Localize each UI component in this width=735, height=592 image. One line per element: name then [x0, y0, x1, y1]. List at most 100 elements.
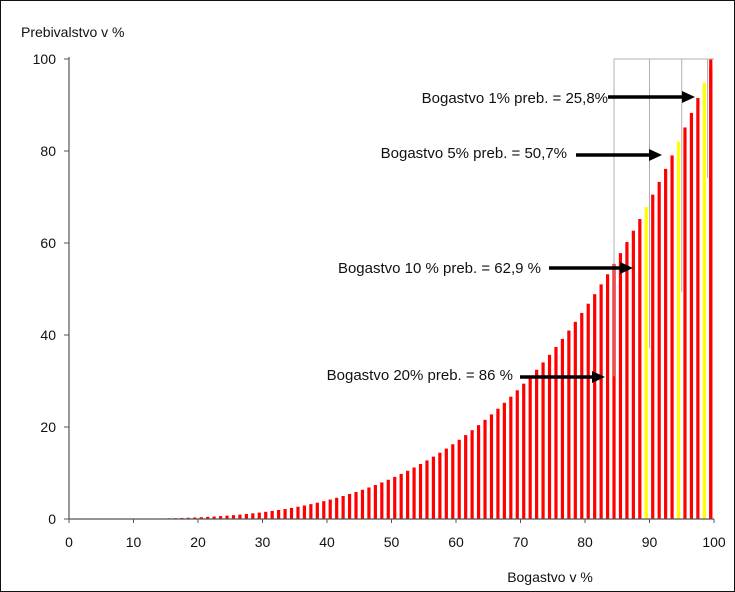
bar	[670, 155, 674, 519]
x-tick-label: 80	[577, 534, 593, 550]
bar	[257, 512, 261, 519]
bar	[638, 219, 642, 520]
y-axis-label: Prebivalstvo v %	[21, 24, 124, 40]
bar	[322, 501, 326, 519]
bar	[406, 470, 410, 519]
bar	[270, 510, 274, 519]
bar-series	[70, 59, 713, 520]
x-tick-label: 40	[319, 534, 335, 550]
y-tick-label: 0	[48, 511, 56, 527]
bar	[464, 435, 468, 519]
bar	[238, 514, 242, 519]
bar	[373, 485, 377, 519]
annotation-text: Bogastvo 20% preb. = 86 %	[327, 367, 513, 384]
y-tick-label: 20	[40, 419, 56, 435]
bar	[528, 376, 532, 519]
bar	[444, 448, 448, 519]
bar	[309, 504, 313, 519]
x-tick-label: 10	[126, 534, 142, 550]
bar	[341, 495, 345, 519]
x-tick-label: 100	[702, 534, 726, 550]
bar	[657, 181, 661, 519]
bar	[302, 505, 307, 519]
bar	[502, 402, 506, 519]
bar	[593, 294, 597, 519]
bar	[535, 369, 539, 519]
bar	[470, 430, 474, 519]
y-tick-label: 80	[40, 143, 56, 159]
arrow-head	[592, 371, 605, 383]
bar	[644, 207, 648, 519]
bar	[451, 444, 455, 519]
x-tick-label: 70	[513, 534, 529, 550]
bar	[386, 479, 390, 519]
bar	[696, 98, 700, 519]
bar	[567, 330, 571, 519]
bar	[509, 396, 513, 519]
x-tick-label: 90	[642, 534, 658, 550]
annotation-text: Bogastvo 5% preb. = 50,7%	[381, 145, 567, 162]
bar	[225, 515, 229, 519]
bar	[354, 491, 358, 519]
x-tick-label: 60	[448, 534, 464, 550]
bar	[296, 506, 300, 519]
bar	[515, 390, 519, 519]
bar	[277, 509, 281, 519]
arrow-head	[649, 149, 662, 161]
bar	[431, 456, 436, 519]
bar	[496, 408, 500, 519]
bar	[231, 515, 236, 519]
bar	[541, 362, 545, 519]
bar	[218, 516, 223, 519]
bar	[193, 517, 197, 519]
bar	[683, 127, 687, 519]
bar	[199, 517, 203, 519]
bar	[631, 230, 635, 519]
bar	[393, 476, 397, 519]
bar	[676, 141, 681, 519]
bar	[554, 346, 558, 519]
bar	[244, 513, 248, 519]
bar	[599, 284, 603, 519]
bar	[483, 419, 487, 519]
bar	[425, 460, 429, 519]
bar	[186, 517, 190, 519]
annotation-text: Bogastvo 10 % preb. = 62,9 %	[338, 260, 541, 277]
bar	[438, 452, 442, 519]
x-tick-label: 50	[384, 534, 400, 550]
bar	[412, 467, 416, 519]
y-tick-label: 40	[40, 327, 56, 343]
bar	[586, 303, 590, 519]
x-tick-label: 20	[190, 534, 206, 550]
bar	[335, 497, 339, 519]
bar	[289, 507, 294, 519]
bar	[522, 383, 526, 519]
bar	[709, 59, 713, 519]
bar	[212, 516, 216, 519]
arrow-head	[620, 262, 633, 274]
bar	[618, 253, 623, 519]
bar	[702, 82, 706, 520]
bar	[476, 425, 481, 519]
bar	[367, 487, 371, 519]
bar	[264, 511, 268, 519]
bar	[651, 194, 655, 519]
bar	[580, 312, 584, 519]
bar	[418, 464, 423, 519]
annotations: Bogastvo 1% preb. = 25,8% Bogastvo 5% pre…	[327, 90, 695, 384]
bar	[328, 499, 332, 519]
annotation-brackets	[613, 58, 714, 377]
arrow-head	[682, 91, 695, 103]
bar	[689, 112, 694, 519]
axes	[64, 57, 715, 523]
x-tick-label: 30	[255, 534, 271, 550]
y-tick-label: 100	[33, 51, 57, 67]
x-axis-label: Bogastvo v %	[507, 569, 593, 585]
bar	[206, 516, 210, 519]
bar	[315, 502, 319, 519]
tick-labels: 0 20 40 60 80 100 0 10 20 30 40 50 60 70 80 90 100	[33, 51, 726, 550]
bar	[573, 321, 577, 519]
bar	[251, 513, 255, 519]
